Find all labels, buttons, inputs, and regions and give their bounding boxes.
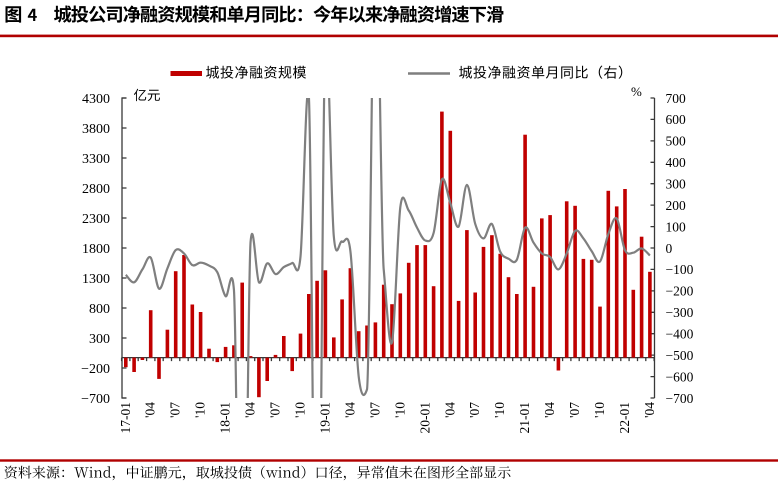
svg-text:−100: −100 <box>666 262 694 277</box>
svg-text:'04: '04 <box>342 402 357 418</box>
svg-text:−600: −600 <box>666 369 694 384</box>
svg-text:300: 300 <box>666 177 687 192</box>
svg-text:'04: '04 <box>143 402 158 418</box>
svg-text:−400: −400 <box>666 327 694 342</box>
svg-text:18-01: 18-01 <box>218 402 233 434</box>
svg-text:'04: '04 <box>642 402 657 418</box>
svg-text:'10: '10 <box>293 402 308 418</box>
svg-text:%: % <box>631 84 642 99</box>
svg-text:1800: 1800 <box>82 242 110 257</box>
svg-text:'10: '10 <box>392 402 407 418</box>
svg-text:22-01: 22-01 <box>617 402 632 434</box>
svg-text:'07: '07 <box>567 402 582 418</box>
svg-text:20-01: 20-01 <box>417 402 432 434</box>
svg-text:600: 600 <box>666 112 687 127</box>
svg-text:'10: '10 <box>592 402 607 418</box>
svg-text:−700: −700 <box>666 391 694 406</box>
svg-text:−200: −200 <box>81 362 110 377</box>
svg-text:'04: '04 <box>542 402 557 418</box>
svg-text:−500: −500 <box>666 348 694 363</box>
svg-text:2800: 2800 <box>82 182 110 197</box>
svg-text:'04: '04 <box>243 402 258 418</box>
svg-text:'07: '07 <box>467 402 482 418</box>
svg-text:300: 300 <box>89 332 110 347</box>
svg-text:200: 200 <box>666 198 687 213</box>
svg-text:'07: '07 <box>168 402 183 418</box>
svg-text:3300: 3300 <box>82 152 110 167</box>
svg-text:21-01: 21-01 <box>517 402 532 434</box>
svg-text:'07: '07 <box>268 402 283 418</box>
svg-text:700: 700 <box>666 91 687 106</box>
svg-text:800: 800 <box>89 302 110 317</box>
svg-text:0: 0 <box>666 241 673 256</box>
svg-text:'10: '10 <box>193 402 208 418</box>
svg-text:17-01: 17-01 <box>118 402 133 434</box>
svg-text:19-01: 19-01 <box>317 402 332 434</box>
svg-text:400: 400 <box>666 155 687 170</box>
svg-text:−300: −300 <box>666 305 694 320</box>
svg-text:'04: '04 <box>442 402 457 418</box>
svg-text:1300: 1300 <box>82 272 110 287</box>
svg-text:3800: 3800 <box>82 122 110 137</box>
svg-text:'10: '10 <box>492 402 507 418</box>
svg-text:2300: 2300 <box>82 212 110 227</box>
svg-text:'07: '07 <box>367 402 382 418</box>
svg-text:4300: 4300 <box>82 92 110 107</box>
svg-text:100: 100 <box>666 219 687 234</box>
svg-text:−700: −700 <box>81 392 110 407</box>
svg-text:500: 500 <box>666 134 687 149</box>
svg-text:−200: −200 <box>666 284 694 299</box>
